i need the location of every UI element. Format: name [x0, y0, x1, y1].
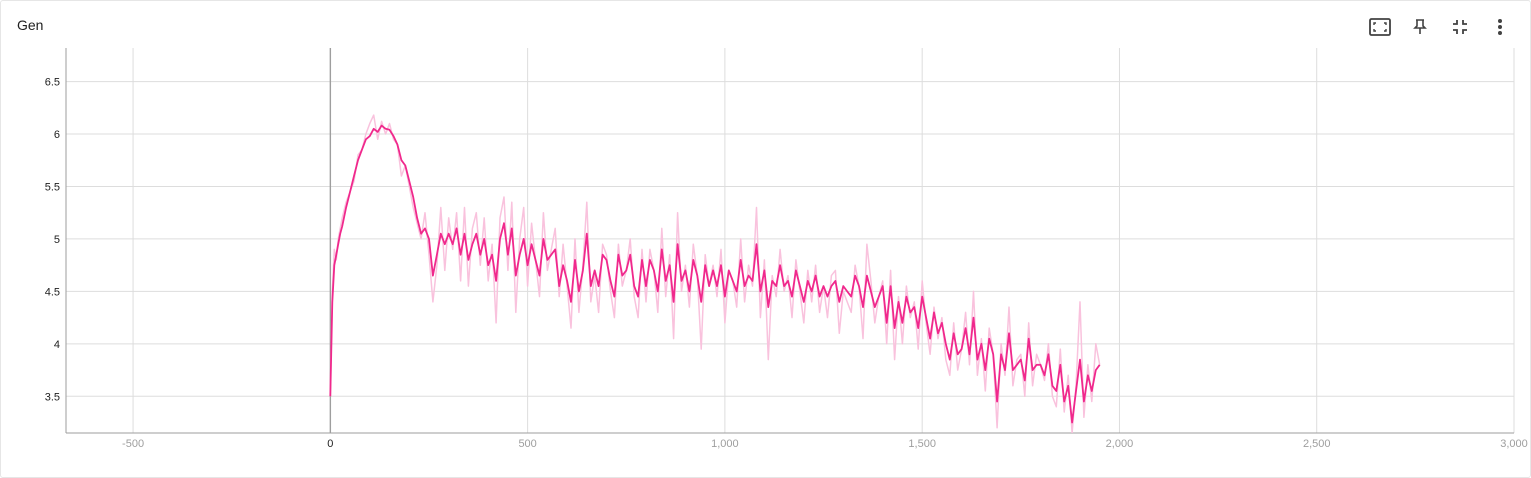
smoothed-series-line [329, 124, 1101, 424]
x-tick-label: -500 [122, 438, 144, 450]
y-tick-label: 5 [54, 234, 60, 246]
more-options-button[interactable] [1480, 13, 1520, 41]
y-tick-label: 5.5 [45, 181, 60, 193]
x-tick-label: 0 [327, 438, 333, 450]
y-tick-label: 4 [54, 339, 60, 351]
fit-domain-icon [1369, 18, 1391, 36]
y-tick-label: 6.5 [45, 77, 60, 89]
y-tick-label: 4.5 [45, 286, 60, 298]
x-tick-label: 3,000 [1500, 438, 1528, 450]
collapse-icon [1453, 20, 1467, 34]
grid-layer [66, 48, 1515, 433]
x-tick-label: 500 [518, 438, 536, 450]
raw-series-line [329, 114, 1101, 433]
axis-layer [65, 48, 1514, 434]
card-toolbar [1360, 13, 1520, 41]
y-tick-label: 3.5 [45, 391, 60, 403]
x-tick-label: 2,500 [1303, 438, 1331, 450]
tick-layer: 3.5 4 4.5 5 5.5 6 6.5 -500 0 500 1,000 1,500 2,000 2,… [45, 77, 1528, 450]
pin-button[interactable] [1400, 13, 1440, 41]
collapse-button[interactable] [1440, 13, 1480, 41]
chart-title: Gen [17, 17, 44, 33]
fit-domain-button[interactable] [1360, 13, 1400, 41]
x-tick-label: 1,500 [908, 438, 936, 450]
more-vert-icon [1498, 19, 1502, 35]
x-tick-label: 1,000 [711, 438, 739, 450]
y-tick-label: 6 [54, 129, 60, 141]
x-tick-label: 2,000 [1106, 438, 1134, 450]
series-layer [329, 114, 1101, 433]
pin-icon [1413, 19, 1427, 34]
